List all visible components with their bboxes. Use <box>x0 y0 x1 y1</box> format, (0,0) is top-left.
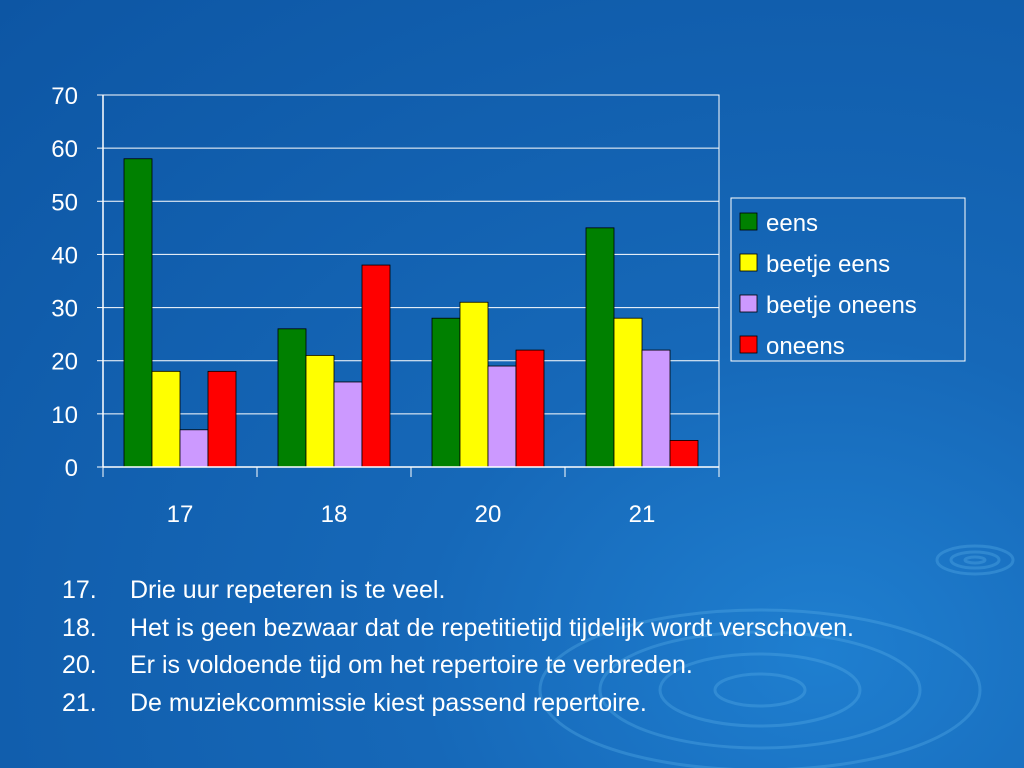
bars <box>123 158 699 468</box>
statement-text: Er is voldoende tijd om het repertoire t… <box>130 651 693 679</box>
y-tick-label: 60 <box>51 136 78 163</box>
bar <box>207 370 237 468</box>
legend-swatch <box>739 253 758 272</box>
statement-item: 18. Het is geen bezwaar dat de repetitie… <box>62 610 854 648</box>
statement-number: 18. <box>62 613 97 642</box>
bar <box>431 317 461 468</box>
bar <box>515 349 545 468</box>
bar <box>179 429 209 468</box>
bar <box>459 301 489 468</box>
bar <box>641 349 671 468</box>
bar <box>669 440 699 468</box>
x-tick-label: 17 <box>167 501 194 528</box>
x-tick-label: 21 <box>629 501 656 528</box>
legend: eens beetje eens beetje oneens oneens <box>730 197 966 362</box>
bar <box>123 158 153 468</box>
statement-item: 20. Er is voldoende tijd om het repertoi… <box>62 647 854 685</box>
axes: 0 10 20 30 40 50 60 70 17 18 20 21 <box>51 83 720 528</box>
legend-swatch <box>739 294 758 313</box>
statement-number: 21. <box>62 688 97 717</box>
legend-box <box>730 197 966 362</box>
x-tick-label: 18 <box>321 501 348 528</box>
statement-number: 17. <box>62 576 97 604</box>
bar-chart: 0 10 20 30 40 50 60 70 17 18 20 21 eens beetje eens b… <box>51 83 966 528</box>
statement-list: 17. Drie uur repeteren is te veel. 18. H… <box>62 572 854 722</box>
bar <box>585 227 615 468</box>
statement-item: 17. Drie uur repeteren is te veel. <box>62 572 854 610</box>
legend-swatch <box>739 212 758 231</box>
bar <box>277 328 307 468</box>
legend-label: beetje oneens <box>766 292 917 319</box>
statement-number: 20. <box>62 651 97 679</box>
y-tick-label: 10 <box>51 402 78 429</box>
bar <box>305 354 335 468</box>
x-tick-label: 20 <box>475 501 502 528</box>
statement-item: 21. De muziekcommissie kiest passend rep… <box>62 685 854 723</box>
y-tick-label: 20 <box>51 349 78 376</box>
y-tick-label: 30 <box>51 296 78 323</box>
legend-label: oneens <box>766 333 845 360</box>
bar <box>613 317 643 468</box>
bar <box>361 264 391 468</box>
y-tick-label: 0 <box>65 455 78 482</box>
bar <box>151 370 181 468</box>
statement-text: Drie uur repeteren is te veel. <box>130 576 446 604</box>
y-tick-label: 40 <box>51 242 78 269</box>
y-tick-label: 70 <box>51 83 78 110</box>
legend-label: beetje eens <box>766 251 890 278</box>
statement-text: Het is geen bezwaar dat de repetitietijd… <box>130 613 854 642</box>
legend-swatch <box>739 335 758 354</box>
legend-label: eens <box>766 210 818 237</box>
y-tick-label: 50 <box>51 189 78 216</box>
statement-text: De muziekcommissie kiest passend reperto… <box>130 688 647 717</box>
bar <box>333 381 363 468</box>
bar <box>487 365 517 468</box>
